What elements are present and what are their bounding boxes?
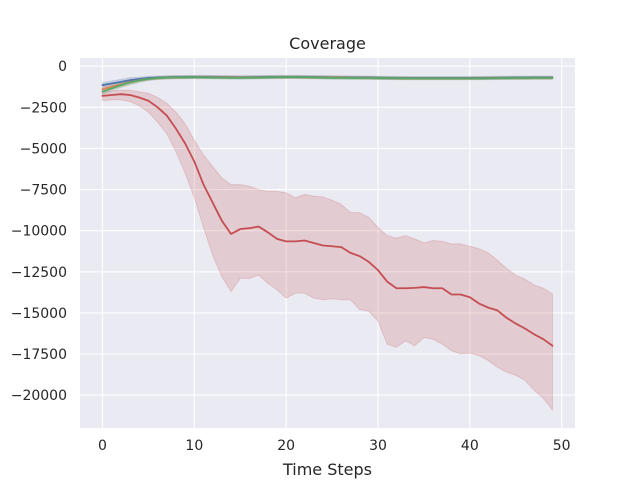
x-axis-label: Time Steps bbox=[282, 460, 372, 479]
series-4-line bbox=[101, 93, 554, 347]
y-tick-label: −17500 bbox=[11, 347, 67, 363]
x-tick-label: 50 bbox=[553, 438, 571, 454]
y-tick-label: −7500 bbox=[20, 183, 67, 199]
y-tick-label: −15000 bbox=[11, 306, 67, 322]
x-tick-label: 30 bbox=[369, 438, 387, 454]
series-3-line bbox=[101, 76, 554, 93]
x-tick-label: 10 bbox=[185, 438, 203, 454]
series-lines bbox=[101, 76, 554, 347]
chart-title: Coverage bbox=[289, 34, 366, 53]
y-tick-label: −20000 bbox=[11, 388, 67, 404]
y-tick-label: −10000 bbox=[11, 224, 67, 240]
y-tick-label: 0 bbox=[58, 59, 67, 75]
y-tick-label: −12500 bbox=[11, 265, 67, 281]
y-tick-label: −5000 bbox=[20, 141, 67, 157]
y-tick-labels: 0 −2500 −5000 −7500 −10000 −12500 −15000 −17500… bbox=[11, 59, 67, 404]
x-tick-label: 0 bbox=[98, 438, 107, 454]
plot-background bbox=[80, 58, 575, 428]
x-tick-label: 20 bbox=[277, 438, 295, 454]
x-tick-labels: 0 10 20 30 40 50 bbox=[98, 438, 571, 454]
series-4-band bbox=[102, 89, 553, 412]
y-tick-label: −2500 bbox=[20, 100, 67, 116]
grid-lines bbox=[80, 58, 575, 428]
x-tick-label: 40 bbox=[461, 438, 479, 454]
